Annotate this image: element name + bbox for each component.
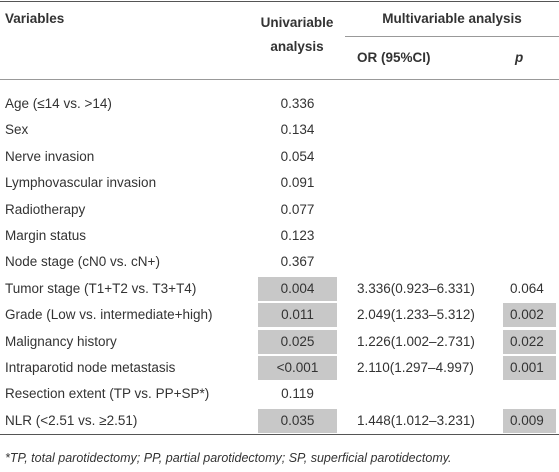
univariable-cell: 0.004 — [280, 280, 315, 296]
or-cell: 2.049(1.233–5.312) — [357, 307, 475, 323]
p-cell: 0.064 — [510, 280, 544, 296]
or-cell: 3.336(0.923–6.331) — [357, 280, 475, 296]
variable-cell: Tumor stage (T1+T2 vs. T3+T4) — [5, 280, 197, 296]
shaded-cell — [503, 356, 556, 380]
variable-cell: Margin status — [5, 228, 87, 243]
top-rule — [0, 1, 559, 2]
univariable-cell: 0.077 — [280, 201, 315, 217]
shaded-cell — [258, 276, 337, 301]
univariable-cell: 0.091 — [280, 175, 315, 191]
univariable-cell: <0.001 — [276, 360, 319, 375]
univariable-cell: 0.134 — [280, 122, 315, 138]
univariable-cell: 0.367 — [280, 254, 315, 270]
header-univariable: Univariable analysis — [260, 15, 334, 54]
variable-cell: Nerve invasion — [5, 148, 95, 164]
univariable-cell: 0.119 — [281, 386, 314, 402]
sub-rule — [345, 36, 559, 37]
variable-cell: Resection extent (TP vs. PP+SP*) — [5, 386, 210, 402]
header-variables: Variables — [5, 11, 65, 26]
variable-cell: Intraparotid node metastasis — [5, 360, 176, 375]
shaded-cell — [258, 303, 337, 328]
shaded-cell — [503, 329, 556, 354]
variable-cell: NLR (<2.51 vs. ≥2.51) — [5, 412, 138, 428]
p-cell: 0.022 — [510, 333, 544, 349]
variable-cell: Radiotherapy — [5, 201, 86, 217]
shaded-cell — [258, 356, 337, 380]
or-cell: 1.226(1.002–2.731) — [357, 333, 475, 349]
variable-cell: Node stage (cN0 vs. cN+) — [5, 254, 160, 270]
p-cell: 0.009 — [510, 412, 544, 428]
univariable-cell: 0.035 — [280, 412, 315, 428]
univariable-cell: 0.123 — [280, 228, 315, 243]
shaded-cell — [258, 408, 337, 433]
footnote: *TP, total parotidectomy; PP, partial pa… — [5, 451, 452, 465]
variable-cell: Malignancy history — [5, 333, 117, 349]
or-cell: 1.448(1.012–3.231) — [357, 412, 475, 428]
univariable-cell: 0.054 — [280, 148, 315, 164]
shaded-cell — [503, 408, 556, 433]
header-rule — [0, 79, 559, 80]
variable-cell: Age (≤14 vs. >14) — [5, 96, 112, 111]
header-multivariable: Multivariable analysis — [382, 11, 522, 26]
univariable-cell: 0.025 — [280, 333, 315, 349]
header-or: OR (95%CI) — [357, 50, 431, 65]
header-p: p — [515, 50, 524, 65]
variable-cell: Sex — [5, 122, 29, 138]
shaded-cell — [503, 303, 556, 328]
univariable-cell: 0.011 — [281, 307, 314, 323]
variable-cell: Lymphovascular invasion — [5, 175, 157, 191]
variable-cell: Grade (Low vs. intermediate+high) — [5, 307, 213, 323]
p-cell: 0.001 — [510, 360, 544, 375]
or-cell: 2.110(1.297–4.997) — [357, 360, 474, 375]
univariable-cell: 0.336 — [280, 96, 315, 111]
bottom-rule — [0, 434, 559, 435]
shaded-cell — [258, 329, 337, 354]
p-cell: 0.002 — [510, 307, 544, 323]
